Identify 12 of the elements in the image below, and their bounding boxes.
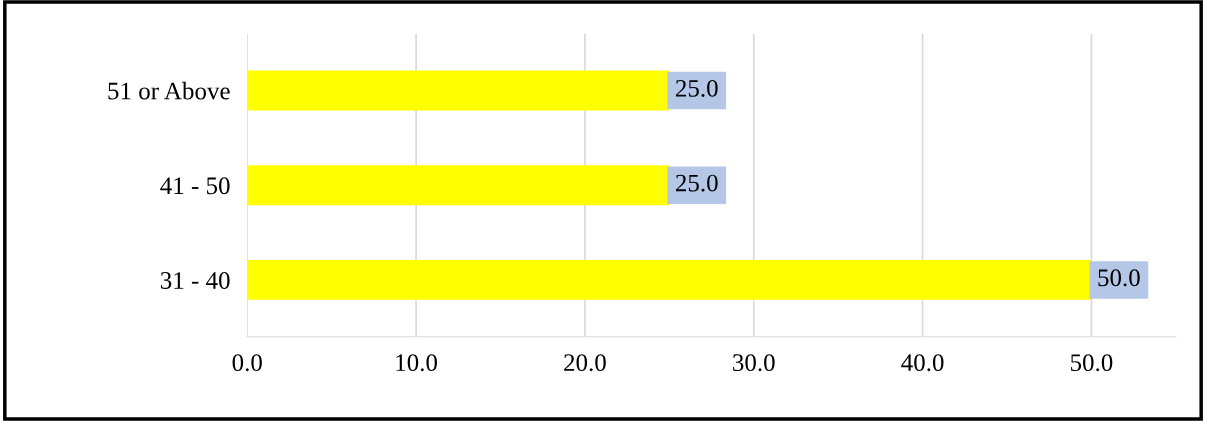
x-tick-label: 40.0 bbox=[901, 354, 944, 372]
data-label: 25.0 bbox=[675, 79, 718, 97]
x-tick-label: 0.0 bbox=[232, 354, 262, 372]
x-tick-label: 20.0 bbox=[564, 354, 606, 372]
y-tick-label: 31 - 40 bbox=[160, 272, 230, 289]
x-tick-label: 30.0 bbox=[733, 354, 775, 372]
y-tick-label: 41 - 50 bbox=[160, 177, 230, 195]
data-label: 50.0 bbox=[1098, 269, 1140, 287]
data-label: 25.0 bbox=[675, 174, 718, 192]
x-tick-label: 50.0 bbox=[1071, 354, 1113, 372]
y-tick-label: 51 or Above bbox=[108, 81, 230, 100]
x-tick-label: 10.0 bbox=[396, 354, 437, 372]
